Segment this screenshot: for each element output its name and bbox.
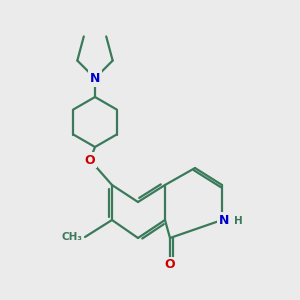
Text: O: O bbox=[85, 154, 95, 166]
Text: CH₃: CH₃ bbox=[62, 232, 83, 242]
Text: H: H bbox=[234, 216, 243, 226]
Text: O: O bbox=[165, 259, 175, 272]
Text: N: N bbox=[90, 72, 100, 85]
Text: N: N bbox=[219, 214, 229, 226]
